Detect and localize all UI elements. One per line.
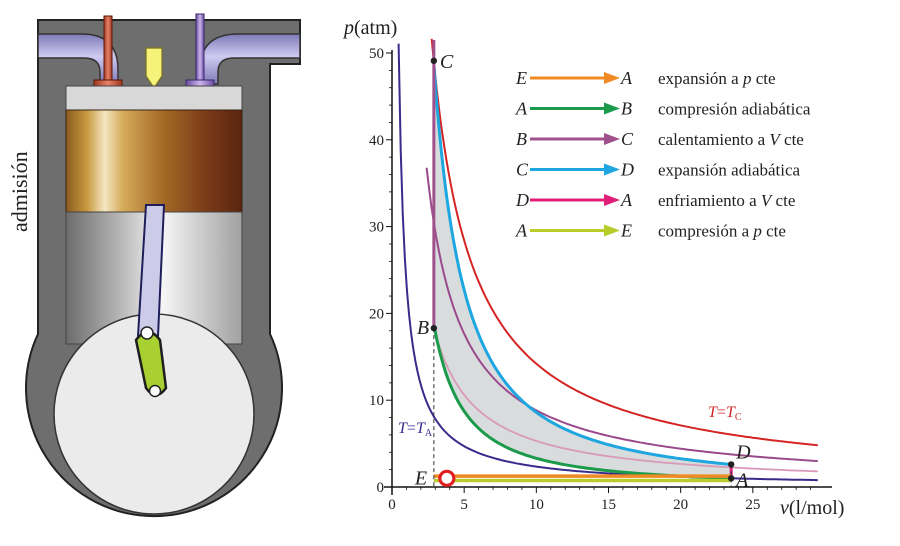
isotherm-tc-label: T=TC — [708, 404, 742, 423]
x-axis-label: v(l/mol) — [780, 497, 844, 519]
crank-pin — [148, 384, 162, 398]
point-b — [430, 324, 438, 332]
x-tick-label: 10 — [529, 497, 544, 513]
point-e-label: E — [414, 467, 427, 489]
y-tick-label: 0 — [377, 480, 385, 496]
y-tick-label: 20 — [369, 306, 384, 322]
legend-from-label: A — [515, 221, 528, 241]
legend-arrow-head — [604, 133, 620, 145]
point-a-label: A — [734, 469, 749, 491]
wrist-pin — [140, 326, 154, 340]
legend-from-label: D — [515, 190, 529, 210]
legend-description: expansión adiabática — [658, 161, 801, 180]
x-tick-label: 0 — [388, 497, 396, 513]
y-tick-label: 10 — [369, 393, 384, 409]
legend-arrow-head — [604, 194, 620, 206]
pv-chart: 0 5 10 15 20 25 0 10 20 30 40 50 p(atm) v(l/mol) T=TC T… — [342, 17, 844, 519]
intake-valve-stem — [103, 15, 113, 85]
legend-arrow-head — [604, 163, 620, 176]
legend-description: compresión adiabática — [658, 100, 811, 119]
exhaust-valve-stem — [195, 13, 205, 85]
intake-valve-head — [93, 79, 123, 87]
legend-to-label: B — [621, 99, 632, 119]
legend-to-label: A — [620, 190, 633, 210]
x-tick-label: 25 — [745, 497, 760, 513]
axes: 0 5 10 15 20 25 0 10 20 30 40 50 p(atm) v(l/mol) T=TC T… — [342, 17, 844, 519]
legend-from-label: A — [515, 99, 528, 119]
isotherm-tc — [430, 38, 818, 447]
legend-description: enfriamiento a V cte — [658, 191, 795, 210]
legend-arrow-head — [604, 102, 620, 115]
x-tick-label: 15 — [601, 497, 616, 513]
cycle-region-fill — [433, 64, 732, 479]
combustion-chamber — [65, 85, 243, 111]
exhaust-valve-head — [185, 79, 215, 87]
legend-from-label: B — [516, 129, 527, 149]
point-b-label: B — [417, 317, 429, 339]
y-tick-label: 40 — [369, 133, 384, 149]
point-d-label: D — [735, 441, 751, 463]
y-tick-label: 30 — [369, 220, 384, 236]
x-tick-label: 5 — [460, 497, 468, 513]
legend-description: calentamiento a V cte — [658, 130, 804, 149]
isotherm-ta-label: T=TA — [398, 420, 433, 439]
point-d — [727, 461, 735, 468]
y-tick-label: 50 — [369, 46, 384, 62]
point-e-ring — [438, 469, 456, 487]
legend-description: expansión a p cte — [658, 69, 776, 88]
legend-arrow-head — [604, 224, 620, 237]
isotherm-ta — [397, 43, 818, 482]
y-axis-label: p(atm) — [342, 17, 397, 39]
legend-arrow-head — [604, 72, 620, 84]
curves — [397, 38, 818, 487]
process-c-d — [432, 64, 732, 466]
spark-plug — [145, 47, 163, 90]
isotherm-d — [425, 167, 818, 462]
point-c — [430, 57, 438, 65]
point-a — [727, 475, 735, 482]
exhaust-pipe — [199, 33, 301, 85]
legend-from-label: E — [515, 68, 527, 88]
legend-to-label: D — [620, 160, 634, 180]
x-tick-label: 20 — [673, 497, 688, 513]
legend-from-label: C — [516, 160, 529, 180]
isotherm-b — [433, 327, 818, 473]
point-c-label: C — [440, 51, 454, 73]
legend-to-label: E — [620, 221, 632, 241]
legend-description: compresión a p cte — [658, 222, 786, 241]
legend-to-label: A — [620, 68, 633, 88]
engine-illustration — [25, 13, 301, 518]
side-label: admisión — [7, 151, 32, 232]
legend-to-label: C — [621, 129, 634, 149]
piston — [65, 109, 243, 213]
